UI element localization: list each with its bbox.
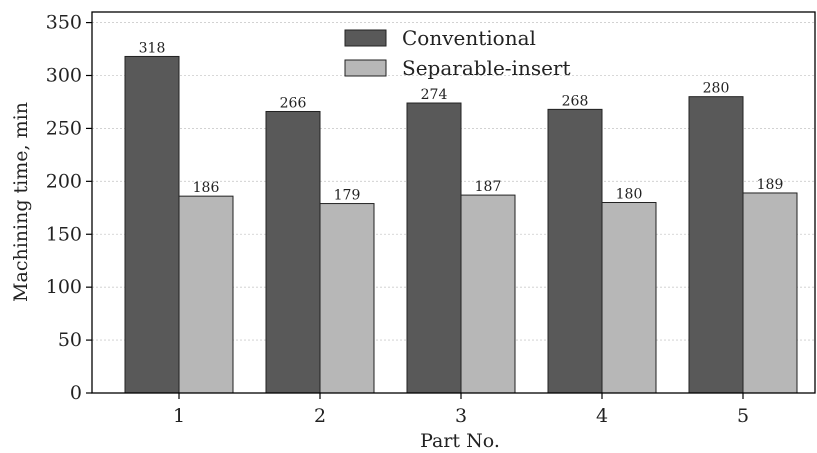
bar (406, 102, 462, 394)
legend-label-separable-insert: Separable-insert (402, 56, 571, 80)
x-tick-label: 3 (455, 405, 467, 427)
x-tick-label: 5 (737, 405, 749, 427)
y-tick-label: 200 (46, 170, 82, 192)
bar-value-label: 179 (334, 188, 361, 204)
y-tick-label: 0 (70, 382, 82, 404)
bar-value-label: 187 (475, 179, 502, 195)
x-tick-label: 4 (596, 405, 608, 427)
bar (460, 194, 516, 394)
x-axis-title: Part No. (420, 430, 500, 452)
bar-value-label: 274 (421, 87, 448, 103)
y-axis-title: Machining time, min (10, 102, 32, 302)
y-tick-label: 300 (46, 65, 82, 87)
bar-value-label: 266 (280, 95, 307, 111)
legend: Conventional Separable-insert (344, 26, 571, 80)
bar (688, 96, 744, 394)
x-axis: 1 2 3 4 5 (173, 393, 749, 427)
bar-value-label: 280 (703, 81, 730, 97)
y-tick-label: 250 (46, 117, 82, 139)
y-axis: 0 50 100 150 200 250 300 350 (46, 12, 92, 404)
x-tick-label: 1 (173, 405, 185, 427)
legend-label-conventional: Conventional (402, 26, 536, 50)
y-tick-label: 100 (46, 276, 82, 298)
bar (178, 195, 234, 394)
data-labels: 318 266 274 268 280 186 179 187 180 189 (139, 40, 784, 203)
bars (124, 55, 798, 394)
bar-value-label: 189 (757, 177, 784, 193)
bar-value-label: 318 (139, 40, 166, 56)
y-tick-label: 50 (58, 329, 82, 351)
y-tick-label: 150 (46, 223, 82, 245)
y-tick-label: 350 (46, 12, 82, 34)
legend-swatch-separable-insert (344, 59, 387, 77)
bar-value-label: 186 (193, 180, 220, 196)
legend-swatch-conventional (344, 29, 387, 47)
plot-frame (91, 11, 816, 394)
bar (547, 108, 603, 394)
bar (124, 55, 180, 394)
x-tick-label: 2 (314, 405, 326, 427)
bar (601, 202, 657, 394)
bar (742, 192, 798, 394)
bar-value-label: 268 (562, 93, 589, 109)
bar-value-label: 180 (616, 187, 643, 203)
bar (265, 110, 321, 394)
bar (319, 203, 375, 394)
